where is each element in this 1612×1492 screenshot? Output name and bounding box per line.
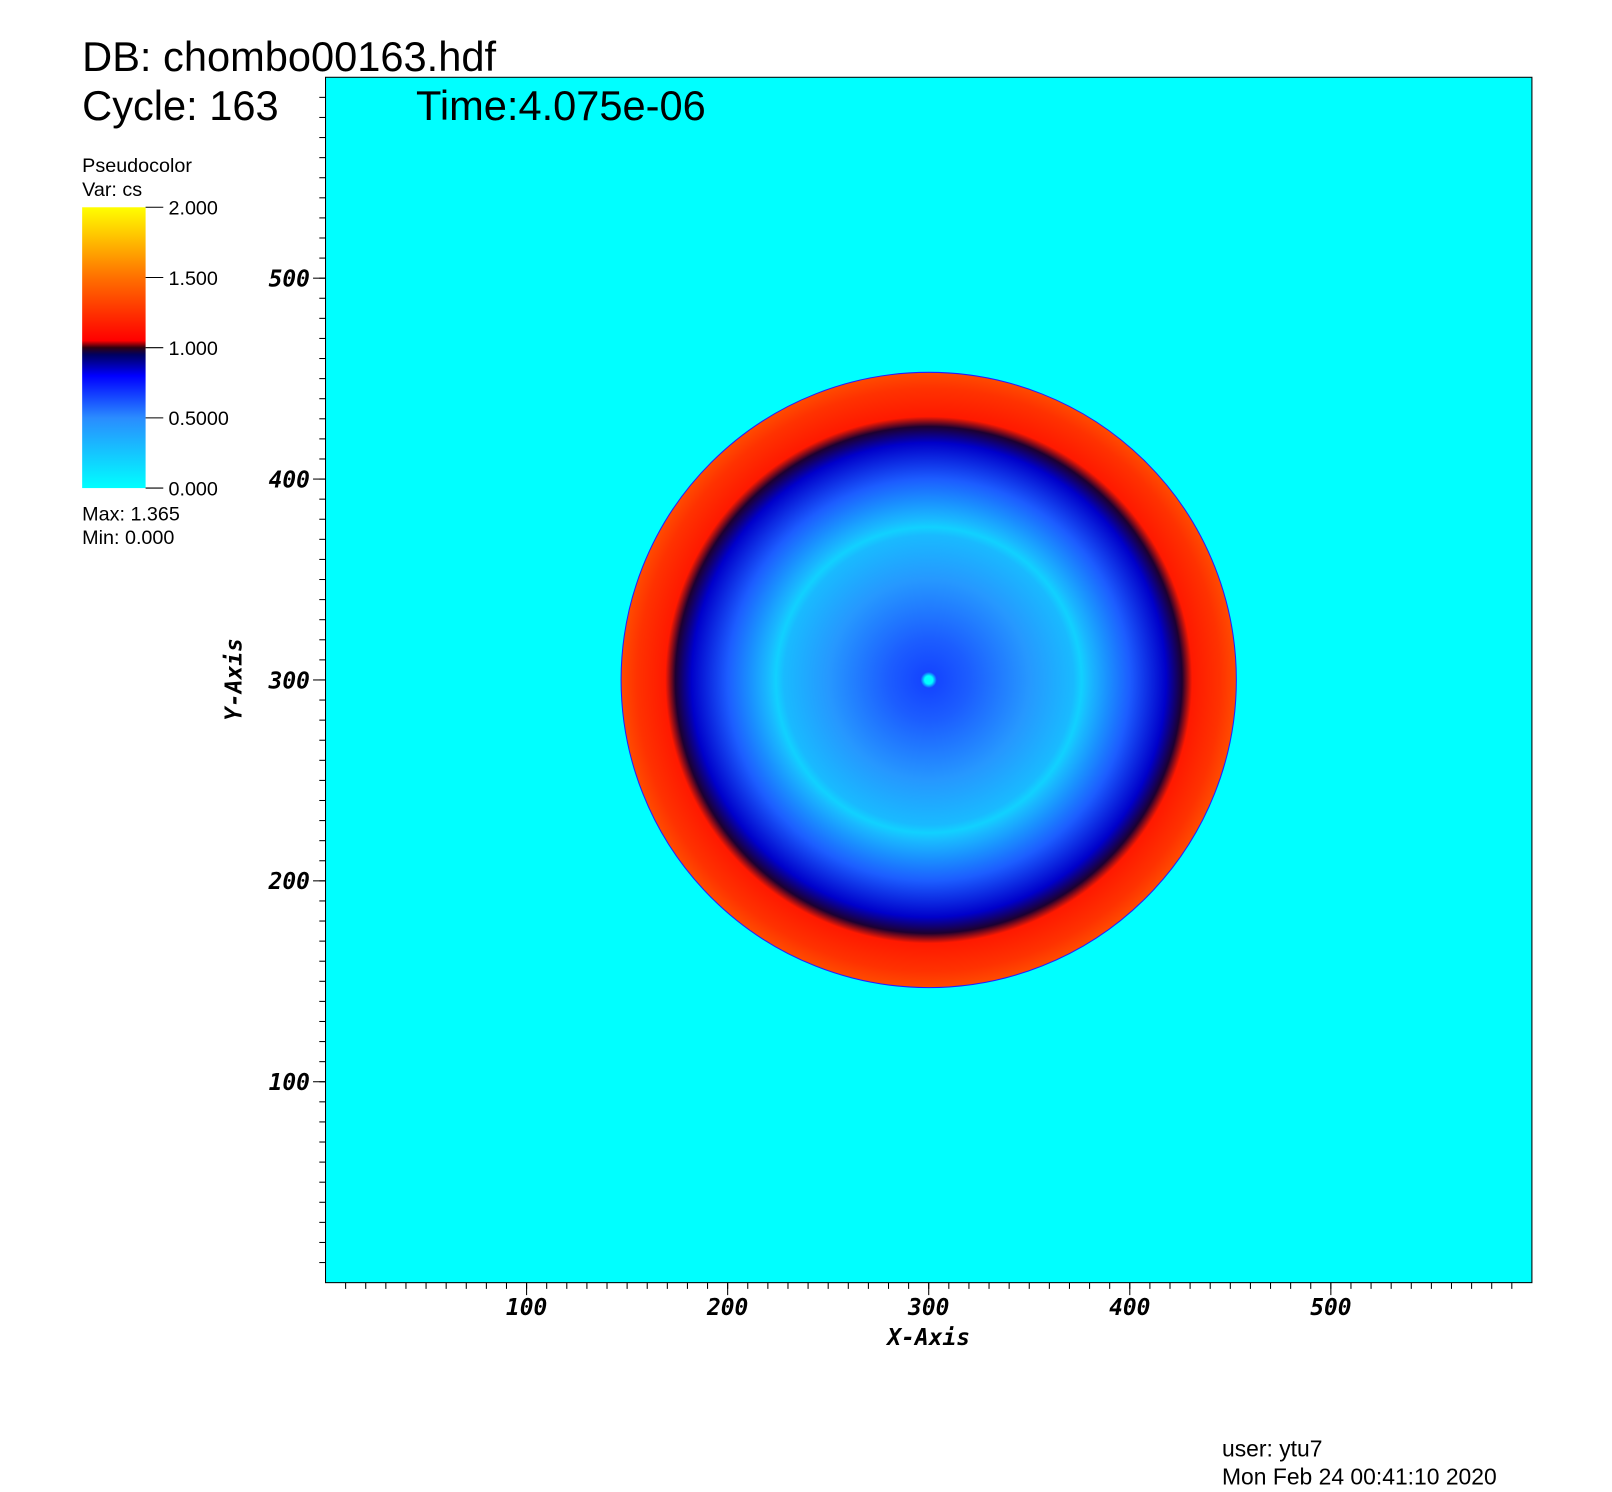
cycle: Cycle: 163 <box>82 82 279 129</box>
legend-title: Pseudocolor <box>82 155 192 177</box>
date: Mon Feb 24 00:41:10 2020 <box>1222 1463 1497 1489</box>
colorbar <box>82 207 146 489</box>
time: Time:4.075e-06 <box>416 82 706 129</box>
y-axis-label: Y-Axis <box>221 638 247 721</box>
plot <box>325 76 1533 1284</box>
x-tick-label: 300 <box>907 1295 949 1321</box>
y-tick-label: 300 <box>268 668 310 694</box>
x-tick-label: 200 <box>706 1295 748 1321</box>
colorbar-tick-label: 1.500 <box>168 268 217 290</box>
user: user: ytu7 <box>1222 1435 1322 1461</box>
y-tick-label: 400 <box>269 467 310 493</box>
legend-max: Max: 1.365 <box>82 503 180 525</box>
x-tick-label: 100 <box>506 1295 547 1321</box>
db-title: DB: chombo00163.hdf <box>82 33 496 80</box>
y-tick-label: 200 <box>268 869 310 895</box>
x-axis-label: X-Axis <box>885 1325 970 1351</box>
x-tick-label: 500 <box>1310 1295 1351 1321</box>
legend-var: Var: cs <box>82 179 142 201</box>
y-tick-label: 100 <box>269 1070 310 1096</box>
colorbar-tick-label: 0.5000 <box>168 408 228 430</box>
y-tick-label: 500 <box>269 266 310 292</box>
legend-min: Min: 0.000 <box>82 527 174 549</box>
colorbar-tick-label: 0.000 <box>168 478 217 500</box>
x-tick-label: 400 <box>1109 1295 1150 1321</box>
shock-disk <box>620 371 1237 989</box>
colorbar-tick-label: 2.000 <box>168 198 217 220</box>
colorbar-tick-label: 1.000 <box>168 338 217 360</box>
